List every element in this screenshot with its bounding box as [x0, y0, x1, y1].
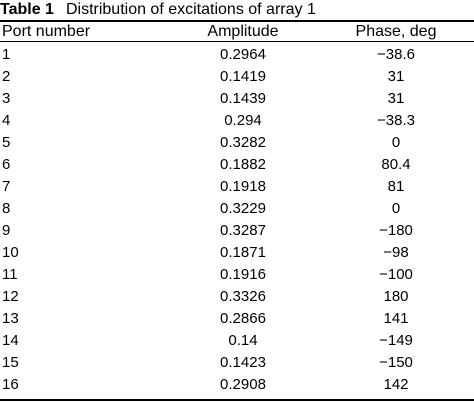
cell-amplitude: 0.2964	[220, 46, 266, 63]
cell-amplitude: 0.1918	[220, 178, 266, 195]
cell-port-number: 6	[2, 156, 11, 173]
table-row: 5 0.3282 0	[0, 132, 474, 153]
cell-amplitude: 0.1882	[220, 156, 266, 173]
cell-amplitude: 0.2908	[220, 376, 266, 393]
cell-port-number: 16	[2, 376, 19, 393]
cell-amplitude: 0.294	[224, 112, 262, 129]
header-port-number: Port number	[2, 23, 91, 40]
header-phase: Phase, deg	[355, 23, 437, 40]
cell-amplitude: 0.1916	[220, 266, 266, 283]
table-caption: Table 1 Distribution of excitations of ar…	[0, 0, 316, 20]
table-row: 15 0.1423 −150	[0, 352, 474, 373]
cell-phase: 31	[387, 68, 405, 85]
table-row: 10 0.1871 −98	[0, 242, 474, 263]
table-row: 4 0.294 −38.3	[0, 110, 474, 131]
table-row: 11 0.1916 −100	[0, 264, 474, 285]
header-rule	[0, 41, 474, 42]
cell-phase: 31	[387, 90, 405, 107]
cell-phase: 180	[383, 288, 409, 305]
cell-port-number: 15	[2, 354, 19, 371]
cell-amplitude: 0.1419	[220, 68, 266, 85]
cell-amplitude: 0.1423	[220, 354, 266, 371]
table-title: Distribution of excitations of array 1	[65, 1, 316, 18]
cell-amplitude: 0.1871	[220, 244, 266, 261]
cell-port-number: 10	[2, 244, 19, 261]
bottom-rule	[0, 399, 474, 401]
cell-amplitude: 0.14	[228, 332, 258, 349]
cell-amplitude: 0.3229	[220, 200, 266, 217]
table-row: 8 0.3229 0	[0, 198, 474, 219]
cell-port-number: 9	[2, 222, 11, 239]
cell-phase: 81	[387, 178, 405, 195]
header-amplitude: Amplitude	[207, 23, 279, 40]
cell-phase: 0	[391, 134, 401, 151]
cell-port-number: 11	[2, 266, 18, 283]
cell-amplitude: 0.3287	[220, 222, 266, 239]
cell-phase: −98	[383, 244, 409, 261]
table-row: 13 0.2866 141	[0, 308, 474, 329]
cell-port-number: 3	[2, 90, 11, 107]
cell-amplitude: 0.3326	[220, 288, 266, 305]
cell-amplitude: 0.2866	[220, 310, 266, 327]
cell-port-number: 2	[2, 68, 11, 85]
table-row: 14 0.14 −149	[0, 330, 474, 351]
cell-phase: 142	[383, 376, 409, 393]
cell-phase: 80.4	[381, 156, 411, 173]
cell-phase: −100	[379, 266, 413, 283]
cell-phase: −180	[379, 222, 413, 239]
cell-port-number: 1	[2, 46, 11, 63]
table-row: 9 0.3287 −180	[0, 220, 474, 241]
table-row: 12 0.3326 180	[0, 286, 474, 307]
cell-phase: −149	[379, 332, 413, 349]
cell-port-number: 7	[2, 178, 11, 195]
cell-phase: 0	[391, 200, 401, 217]
table-header: Port number Amplitude Phase, deg	[0, 21, 474, 42]
table-label: Table 1	[0, 1, 54, 18]
table-row: 7 0.1918 81	[0, 176, 474, 197]
cell-port-number: 5	[2, 134, 11, 151]
cell-amplitude: 0.1439	[220, 90, 266, 107]
table-row: 1 0.2964 −38.6	[0, 44, 474, 65]
top-rule	[0, 20, 474, 22]
table-row: 6 0.1882 80.4	[0, 154, 474, 175]
cell-port-number: 4	[2, 112, 11, 129]
table-row: 3 0.1439 31	[0, 88, 474, 109]
cell-amplitude: 0.3282	[220, 134, 266, 151]
cell-phase: −38.3	[377, 112, 415, 129]
table-row: 16 0.2908 142	[0, 374, 474, 395]
table-row: 2 0.1419 31	[0, 66, 474, 87]
cell-phase: −150	[379, 354, 413, 371]
cell-port-number: 13	[2, 310, 19, 327]
cell-port-number: 14	[2, 332, 19, 349]
cell-port-number: 12	[2, 288, 19, 305]
cell-phase: −38.6	[377, 46, 415, 63]
cell-phase: 141	[383, 310, 409, 327]
cell-port-number: 8	[2, 200, 11, 217]
